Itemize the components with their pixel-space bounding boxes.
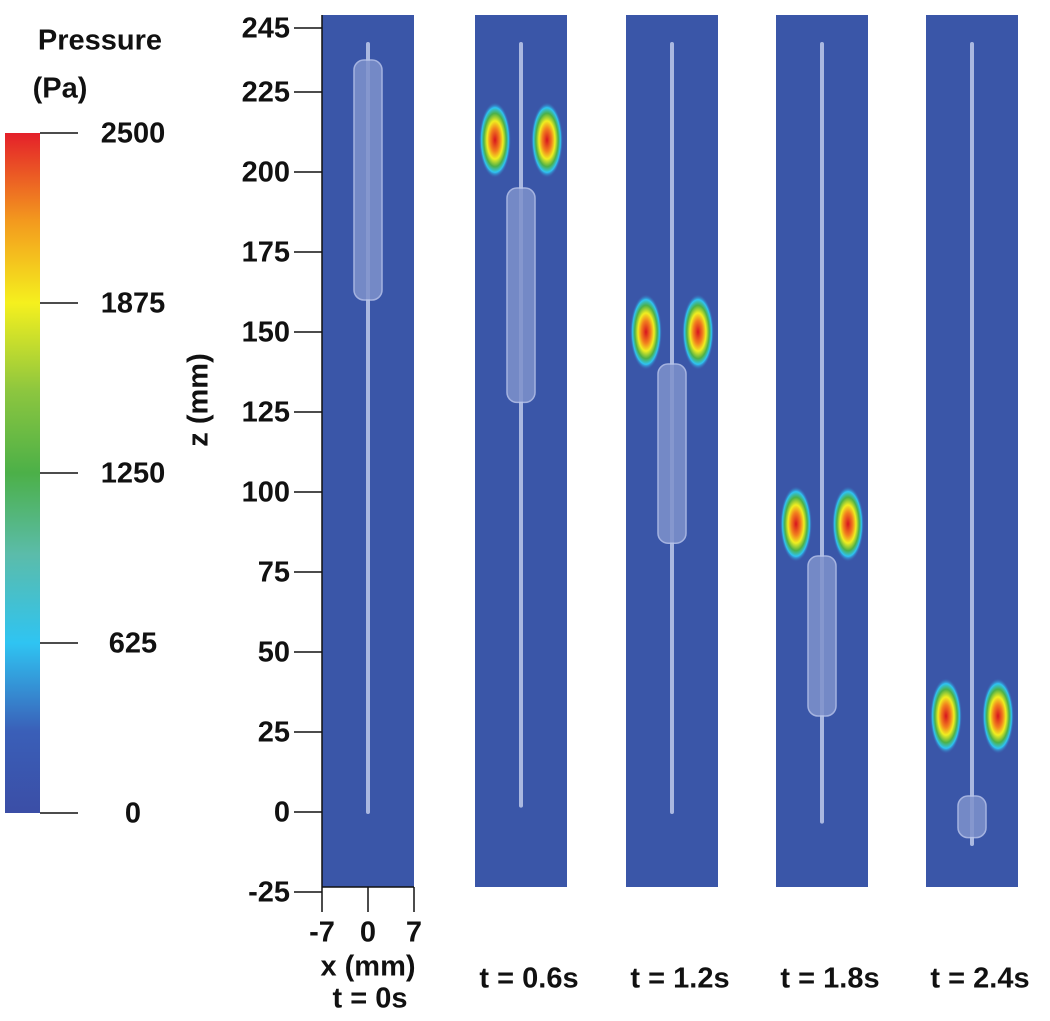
colorbar-tick-label: 2500: [101, 118, 166, 150]
pressure-hotspot: [531, 102, 563, 178]
y-tick-label: -25: [248, 877, 290, 909]
bulb: [957, 795, 987, 839]
y-tick-label: 100: [242, 477, 290, 509]
panel-label: t = 0.6s: [479, 963, 578, 995]
panel-label: t = 2.4s: [930, 963, 1029, 995]
colorbar-tick-label: 625: [109, 628, 157, 660]
y-tick-label: 245: [242, 13, 290, 45]
panel-label: t = 1.2s: [630, 963, 729, 995]
x-tick-label: -7: [309, 917, 335, 949]
y-tick-label: 50: [258, 637, 290, 669]
bulb: [807, 555, 837, 717]
colorbar-title: (Pa): [33, 73, 88, 105]
panel-label: t = 0s: [333, 983, 408, 1015]
colorbar-tick-label: 1250: [101, 458, 166, 490]
pressure-hotspot: [682, 294, 714, 370]
pressure-hotspot: [982, 678, 1014, 754]
colorbar-tick-label: 0: [125, 798, 141, 830]
bulb: [506, 187, 536, 404]
y-tick-label: 200: [242, 157, 290, 189]
panel-label: t = 1.8s: [780, 963, 879, 995]
pressure-hotspot: [832, 486, 864, 562]
bulb: [353, 59, 383, 301]
x-axis-title: x (mm): [320, 951, 415, 983]
y-tick-label: 75: [258, 557, 290, 589]
y-tick-label: 150: [242, 317, 290, 349]
y-tick-label: 225: [242, 77, 290, 109]
colorbar: [5, 133, 40, 813]
y-tick-label: 0: [274, 797, 290, 829]
bulb: [657, 363, 687, 544]
x-tick-label: 7: [406, 917, 422, 949]
colorbar-tick-label: 1875: [101, 288, 166, 320]
y-tick-label: 175: [242, 237, 290, 269]
pressure-hotspot: [780, 486, 812, 562]
x-tick-label: 0: [360, 917, 376, 949]
colorbar-title: Pressure: [38, 25, 162, 57]
pressure-hotspot: [930, 678, 962, 754]
pressure-hotspot: [479, 102, 511, 178]
y-tick-label: 125: [242, 397, 290, 429]
y-tick-label: 25: [258, 717, 290, 749]
pressure-hotspot: [630, 294, 662, 370]
y-axis-title: z (mm): [183, 353, 215, 446]
